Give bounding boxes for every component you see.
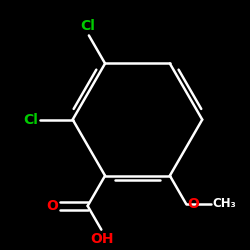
Text: O: O — [187, 197, 199, 211]
Text: Cl: Cl — [24, 112, 38, 126]
Text: O: O — [46, 199, 58, 213]
Text: CH₃: CH₃ — [212, 197, 236, 210]
Text: Cl: Cl — [80, 20, 95, 34]
Text: OH: OH — [90, 232, 114, 246]
